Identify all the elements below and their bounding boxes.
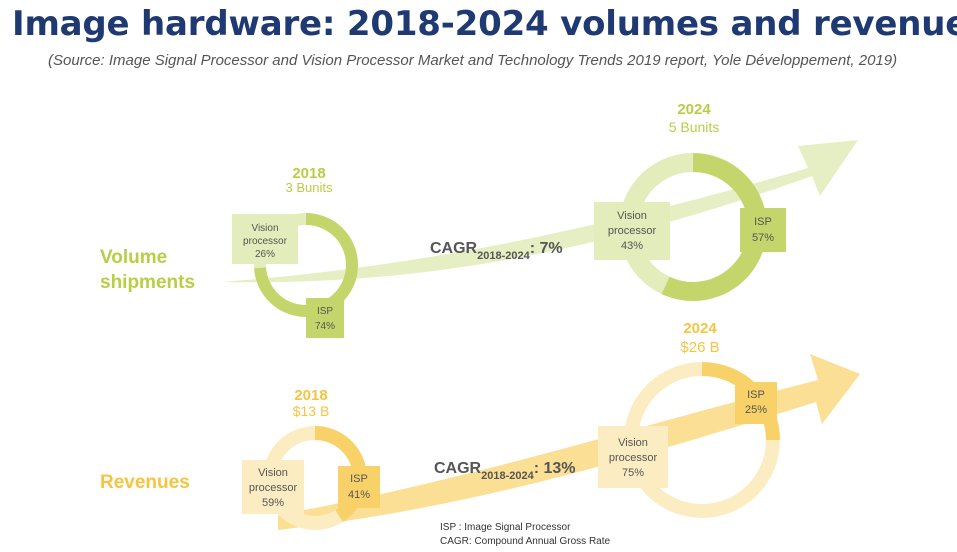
label-box-isp <box>735 382 777 424</box>
slice-label: Vision <box>258 467 288 479</box>
label-box-vision <box>598 426 668 488</box>
label-box-isp <box>740 208 786 252</box>
year-label: 2018 <box>294 387 327 404</box>
year-label: 2024 <box>677 101 711 118</box>
slice-label: processor <box>249 482 298 494</box>
slice-label: ISP <box>350 473 368 485</box>
label-box-vision <box>232 214 298 264</box>
legend-isp: ISP : Image Signal Processor <box>440 522 571 533</box>
slice-value: 25% <box>745 404 767 416</box>
total-label: $13 B <box>293 403 330 419</box>
slice-value: 41% <box>348 489 370 501</box>
slice-label: Vision <box>251 223 278 234</box>
cagr-label-volume: CAGR2018-2024: 7% <box>430 240 563 262</box>
source-note: (Source: Image Signal Processor and Visi… <box>48 52 898 69</box>
donut-segment-isp <box>661 153 767 301</box>
slice-value: 75% <box>622 467 644 479</box>
row-label-revenues: Revenues <box>100 472 190 493</box>
year-label: 2024 <box>683 320 717 337</box>
slice-label: Vision <box>618 437 648 449</box>
slice-label: processor <box>243 236 288 247</box>
label-box-vision <box>594 202 670 260</box>
total-label: 3 Bunits <box>286 180 333 195</box>
revenue-growth-arrow <box>278 354 860 530</box>
row-label-volume: Volume <box>100 247 167 268</box>
year-label: 2018 <box>292 165 325 182</box>
label-box-isp <box>338 466 380 508</box>
page-title: Image hardware: 2018-2024 volumes and re… <box>12 4 957 44</box>
slice-label: Vision <box>617 210 647 222</box>
slice-value: 43% <box>621 240 643 252</box>
total-label: $26 B <box>680 339 719 356</box>
slice-label: ISP <box>317 306 333 317</box>
row-label-volume: shipments <box>100 272 195 293</box>
label-box-vision <box>242 460 304 514</box>
total-label: 5 Bunits <box>669 119 720 135</box>
cagr-text: CAGR <box>430 240 478 257</box>
label-box-isp <box>306 298 344 338</box>
cagr-period: 2018-2024 <box>477 250 530 262</box>
slice-label: ISP <box>747 389 765 401</box>
cagr-value: : 13% <box>534 460 576 477</box>
cagr-text: CAGR <box>434 460 482 477</box>
slice-value: 26% <box>255 249 275 260</box>
cagr-label-revenue: CAGR2018-2024: 13% <box>434 460 576 482</box>
cagr-value: : 7% <box>530 240 563 257</box>
cagr-period: 2018-2024 <box>481 470 534 482</box>
slice-label: processor <box>608 225 657 237</box>
legend-cagr: CAGR: Compound Annual Gross Rate <box>440 536 611 547</box>
slice-value: 57% <box>752 232 774 244</box>
slice-label: ISP <box>754 216 772 228</box>
slice-value: 74% <box>315 321 335 332</box>
slice-label: processor <box>609 452 658 464</box>
slice-value: 59% <box>262 497 284 509</box>
